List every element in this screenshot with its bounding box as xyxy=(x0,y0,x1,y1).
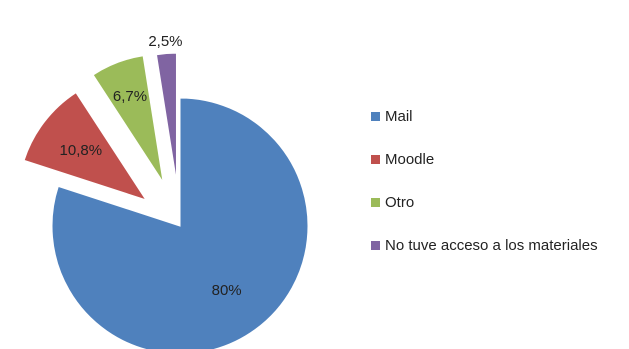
legend-item-otro: Otro xyxy=(371,192,598,213)
pie-slice-moodle xyxy=(23,91,148,201)
legend-item-no-acceso: No tuve acceso a los materiales xyxy=(371,235,598,256)
legend-swatch-mail xyxy=(371,112,380,121)
legend-label-moodle: Moodle xyxy=(385,151,435,168)
legend-item-moodle: Moodle xyxy=(371,149,598,170)
legend-label-mail: Mail xyxy=(385,108,413,125)
data-label-moodle: 10,8% xyxy=(60,142,103,159)
legend-label-otro: Otro xyxy=(385,194,415,211)
data-label-mail: 80% xyxy=(212,282,242,299)
pie-slice-mail xyxy=(51,97,309,349)
pie-slice-no-acceso xyxy=(155,52,177,182)
chart-legend: Mail Moodle Otro No tuve acceso a los ma… xyxy=(371,106,598,278)
legend-swatch-moodle xyxy=(371,155,380,164)
pie-slice-otro xyxy=(92,55,164,183)
legend-label-no-acceso: No tuve acceso a los materiales xyxy=(385,237,598,254)
legend-swatch-otro xyxy=(371,198,380,207)
data-label-no-acceso: 2,5% xyxy=(148,33,182,50)
legend-item-mail: Mail xyxy=(371,106,598,127)
data-label-otro: 6,7% xyxy=(113,88,147,105)
legend-swatch-no-acceso xyxy=(371,241,380,250)
